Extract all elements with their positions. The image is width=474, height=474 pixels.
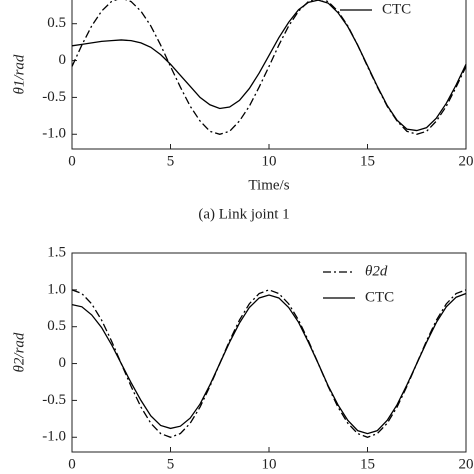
x-tick-label: 5: [167, 456, 175, 472]
y-tick-label: 1.0: [47, 281, 66, 297]
y-tick-label: 1.5: [47, 244, 66, 260]
series-line: [71, 289, 467, 438]
y-tick-label: -0.5: [42, 392, 66, 408]
y-tick-label: 0: [59, 52, 67, 68]
x-tick-label: 10: [262, 153, 277, 169]
caption: (a) Link joint 1: [198, 206, 289, 222]
x-tick-label: 20: [459, 456, 474, 472]
plot-frame: [71, 0, 467, 150]
y-tick-label: 0: [59, 355, 67, 371]
x-tick-label: 5: [167, 153, 175, 169]
y-axis-label: θ1/rad: [11, 54, 27, 94]
legend-label: CTC: [382, 1, 411, 17]
series-line: [71, 0, 467, 132]
series-line: [71, 0, 467, 135]
y-axis-label: θ2/rad: [11, 332, 27, 372]
x-tick-label: 0: [68, 456, 76, 472]
legend-label: θ2d: [365, 263, 388, 279]
y-tick-label: 0.5: [47, 318, 66, 334]
x-tick-label: 10: [262, 456, 277, 472]
y-tick-label: -1.0: [42, 126, 66, 142]
x-tick-label: 15: [360, 456, 375, 472]
series-line: [71, 292, 467, 435]
x-tick-label: 0: [68, 153, 76, 169]
legend-label: CTC: [365, 289, 394, 305]
y-tick-label: -1.0: [42, 429, 66, 445]
x-tick-label: 20: [459, 153, 474, 169]
x-tick-label: 15: [360, 153, 375, 169]
x-axis-label: Time/s: [248, 177, 289, 193]
y-tick-label: -0.5: [42, 89, 66, 105]
plot-frame: [71, 252, 467, 453]
y-tick-label: 0.5: [47, 15, 66, 31]
